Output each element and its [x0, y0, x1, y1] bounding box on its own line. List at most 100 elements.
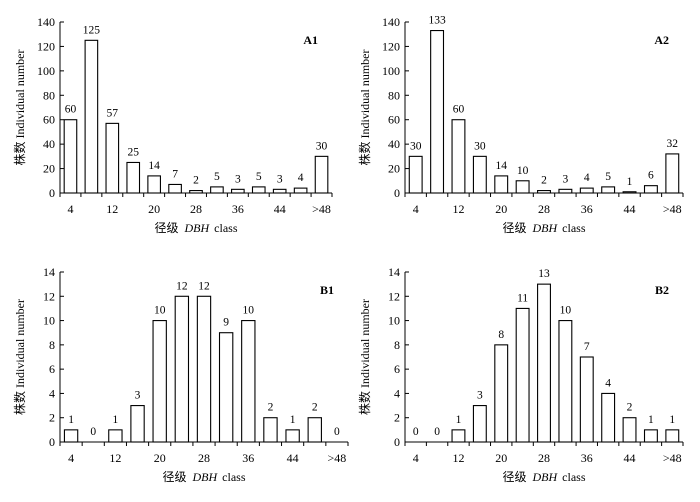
data-label: 125 — [83, 24, 101, 36]
bar-40 — [251, 186, 266, 194]
x-axis-title-class: class — [562, 221, 586, 235]
bar-16 — [472, 405, 487, 443]
y-tick-label: 80 — [43, 88, 55, 102]
data-label: 10 — [154, 305, 166, 317]
y-tick-label: 12 — [43, 289, 55, 303]
bar-40 — [601, 392, 616, 443]
x-axis-title-dbh: DBH — [532, 470, 559, 484]
data-label: 3 — [235, 173, 241, 185]
panel-label: B2 — [655, 283, 669, 297]
data-label: 5 — [256, 171, 262, 183]
x-tick-label: 28 — [190, 202, 202, 216]
data-label: 1 — [456, 414, 462, 426]
x-tick-label: 12 — [106, 202, 118, 216]
bar-48 — [643, 185, 658, 194]
x-tick-label: 44 — [287, 451, 299, 465]
bar-12 — [108, 429, 123, 443]
data-label: 1 — [113, 414, 119, 426]
x-tick-label: 36 — [581, 202, 593, 216]
bar-28 — [537, 190, 551, 194]
data-label: 4 — [298, 172, 304, 184]
bar->48 — [665, 429, 680, 443]
x-axis-title-cn: 径级 — [162, 470, 186, 484]
bar-44 — [285, 429, 300, 443]
x-axis-title-cn: 径级 — [502, 221, 526, 235]
data-label: 3 — [477, 390, 483, 402]
x-axis-title-dbh: DBH — [184, 221, 211, 235]
bar-36 — [241, 320, 256, 443]
y-tick-label: 120 — [382, 39, 400, 53]
y-tick-label: 14 — [388, 265, 400, 279]
data-label: 2 — [312, 402, 318, 414]
x-axis-title-class: class — [562, 470, 586, 484]
x-axis-title-dbh: DBH — [192, 470, 219, 484]
bar-40 — [601, 186, 616, 194]
y-tick-label: 6 — [49, 362, 55, 376]
y-tick-label: 0 — [394, 186, 400, 200]
data-label: 5 — [605, 171, 611, 183]
x-tick-label: 44 — [274, 202, 286, 216]
y-tick-label: 20 — [43, 162, 55, 176]
data-label: 3 — [135, 390, 141, 402]
x-axis-title-cn: 径级 — [502, 470, 526, 484]
data-label: 60 — [65, 104, 77, 116]
bar-32 — [558, 188, 573, 194]
data-label: 2 — [193, 175, 199, 187]
x-tick-label: 36 — [242, 451, 254, 465]
bar-36 — [231, 188, 245, 194]
x-tick-label: 20 — [154, 451, 166, 465]
y-tick-label: 100 — [382, 64, 400, 78]
data-label: 10 — [243, 305, 255, 317]
y-tick-label: 140 — [37, 15, 55, 29]
data-label: 2 — [268, 402, 274, 414]
data-label: 6 — [648, 170, 654, 182]
x-axis-title-class: class — [214, 221, 238, 235]
data-label: 10 — [517, 165, 529, 177]
x-axis-title: 径级 DBH class — [502, 470, 585, 484]
x-tick-label: 12 — [109, 451, 121, 465]
x-axis-title: 径级 DBH class — [502, 221, 585, 235]
chart-a2: 0 20 40 60 80 100 120 140 30 133 60 30 14 10 2 3 4 5 1 6 32 4… — [357, 15, 684, 235]
x-tick-label: 12 — [452, 451, 464, 465]
y-tick-label: 0 — [49, 186, 55, 200]
x-tick-label: 12 — [452, 202, 464, 216]
x-axis-title: 径级 DBH class — [162, 470, 245, 484]
data-label: 60 — [453, 104, 465, 116]
y-tick-label: 4 — [49, 386, 55, 400]
bar-20 — [494, 175, 509, 194]
data-label: 13 — [538, 268, 550, 280]
bar-44 — [622, 191, 637, 194]
bar-28 — [189, 190, 203, 194]
bar-24 — [515, 180, 530, 194]
x-tick-label: 4 — [68, 451, 74, 465]
x-tick-label: 28 — [198, 451, 210, 465]
bar-8 — [430, 29, 445, 194]
bar-28 — [537, 283, 551, 443]
y-axis-title: 株数 Individual number — [12, 299, 27, 415]
data-label: 30 — [474, 140, 486, 152]
y-tick-label: 8 — [49, 338, 55, 352]
data-label: 30 — [316, 140, 328, 152]
y-axis-title: 株数 Individual number — [357, 50, 372, 166]
y-tick-label: 2 — [49, 411, 55, 425]
x-axis-title: 径级 DBH class — [154, 221, 237, 235]
x-tick-label: >48 — [328, 451, 347, 465]
x-tick-label: >48 — [312, 202, 331, 216]
x-tick-label: >48 — [663, 202, 682, 216]
x-tick-label: 36 — [232, 202, 244, 216]
bar-40 — [263, 417, 278, 443]
bar-4 — [408, 155, 423, 194]
y-tick-label: 80 — [388, 88, 400, 102]
bar-48 — [307, 417, 322, 443]
bar-32 — [218, 332, 234, 443]
data-label: 3 — [277, 173, 283, 185]
bar-36 — [579, 356, 594, 443]
data-label: 1 — [648, 414, 654, 426]
data-label: 4 — [584, 172, 590, 184]
y-tick-label: 6 — [394, 362, 400, 376]
data-label: 1 — [290, 414, 296, 426]
data-label: 11 — [517, 292, 528, 304]
bar-24 — [515, 307, 530, 443]
